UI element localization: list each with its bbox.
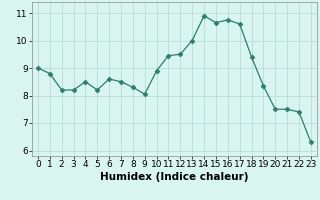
X-axis label: Humidex (Indice chaleur): Humidex (Indice chaleur)	[100, 172, 249, 182]
